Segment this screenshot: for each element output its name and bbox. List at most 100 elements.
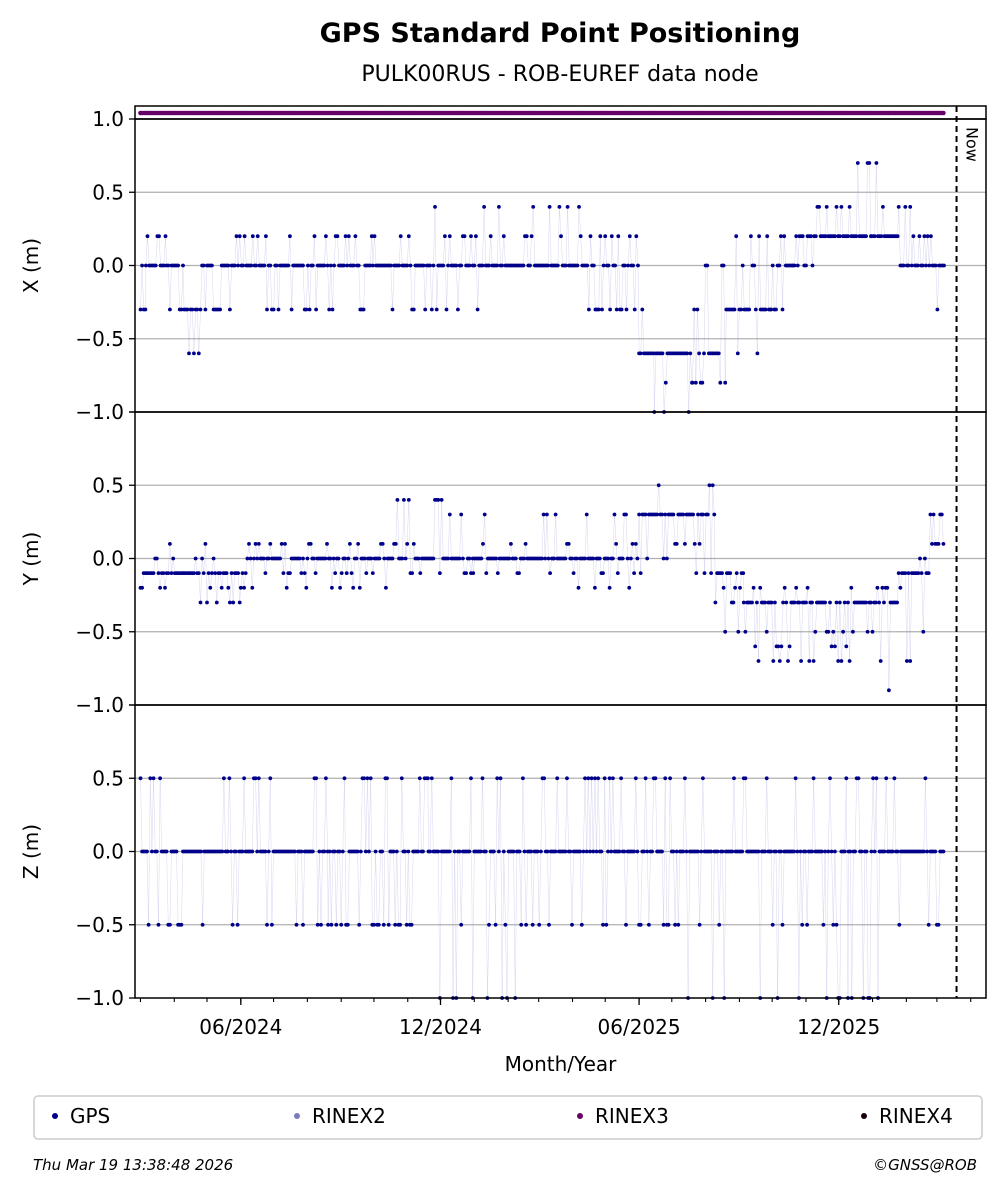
data-point [226, 263, 231, 268]
data-point [769, 307, 773, 312]
data-point [158, 776, 163, 781]
data-point [497, 849, 501, 854]
data-point [322, 849, 327, 854]
data-point [638, 922, 643, 927]
rinex3-availability [134, 105, 987, 120]
data-point [548, 571, 552, 575]
data-point [361, 307, 366, 312]
data-point [224, 571, 229, 575]
data-point [740, 849, 745, 854]
data-point [674, 542, 679, 546]
data-point [896, 571, 901, 575]
data-point [871, 776, 875, 781]
data-point [939, 512, 944, 517]
data-point [436, 498, 441, 502]
data-point [661, 556, 666, 561]
data-point [507, 556, 512, 561]
data-point [622, 849, 627, 854]
data-point [185, 307, 190, 312]
data-point [666, 922, 671, 927]
data-point [638, 351, 643, 356]
data-point [250, 234, 255, 239]
data-point [344, 571, 349, 575]
data-point [638, 571, 643, 575]
data-point [811, 659, 816, 663]
data-point [351, 585, 356, 590]
data-point [253, 542, 258, 546]
data-point [613, 263, 617, 268]
data-point [242, 585, 247, 590]
data-point [635, 849, 640, 854]
data-point [901, 263, 906, 268]
data-point [699, 849, 704, 854]
data-point [872, 849, 877, 854]
data-point [616, 234, 621, 239]
data-point [650, 849, 654, 854]
data-point [211, 556, 216, 561]
data-point [517, 571, 521, 575]
data-point [380, 849, 384, 854]
data-point [810, 600, 814, 605]
data-point [661, 922, 666, 927]
data-point [671, 512, 676, 517]
data-point [792, 849, 796, 854]
data-point [589, 776, 594, 781]
data-point [681, 849, 686, 854]
data-point [314, 307, 318, 312]
data-point [625, 556, 630, 561]
data-point [624, 922, 628, 927]
data-point [535, 849, 540, 854]
data-point [456, 307, 460, 312]
data-point [461, 556, 465, 561]
data-point [823, 849, 827, 854]
data-point [810, 263, 815, 268]
data-point [482, 205, 486, 209]
legend-marker [52, 1113, 58, 1119]
data-point [517, 849, 522, 854]
data-point [918, 556, 922, 561]
data-point [206, 571, 211, 575]
data-point [577, 205, 581, 209]
data-point [403, 556, 408, 561]
data-point [624, 512, 628, 517]
data-point [596, 776, 600, 781]
data-point [723, 629, 728, 634]
data-point [735, 351, 740, 356]
data-point [676, 922, 681, 927]
data-point [743, 629, 748, 634]
data-point [555, 776, 560, 781]
data-point [804, 600, 808, 605]
data-point [334, 922, 339, 927]
data-point [201, 571, 206, 575]
data-point [777, 263, 782, 268]
data-point [265, 307, 269, 312]
data-point [922, 234, 927, 239]
data-point [323, 556, 328, 561]
data-point [683, 542, 687, 546]
data-point [885, 585, 890, 590]
data-point [608, 307, 612, 312]
footer-timestamp: Thu Mar 19 13:38:48 2026 [33, 1156, 233, 1174]
data-point [236, 263, 241, 268]
data-point [447, 512, 452, 517]
data-point [198, 307, 203, 312]
y-tick-label: −1.0 [75, 693, 124, 717]
data-point [688, 351, 693, 356]
data-point [348, 542, 352, 546]
data-point [841, 629, 845, 634]
data-point [926, 922, 931, 927]
data-point [710, 483, 715, 488]
data-point [310, 263, 315, 268]
data-point [403, 849, 407, 854]
data-point [624, 307, 629, 312]
data-point [829, 644, 834, 649]
data-point [709, 849, 713, 854]
data-point [264, 234, 268, 239]
data-point [931, 512, 936, 517]
legend-frame [33, 1095, 983, 1140]
data-point [565, 776, 569, 781]
data-point [786, 659, 790, 663]
data-point [193, 556, 198, 561]
y-tick-label: 0.0 [92, 547, 124, 571]
data-point [925, 234, 930, 239]
